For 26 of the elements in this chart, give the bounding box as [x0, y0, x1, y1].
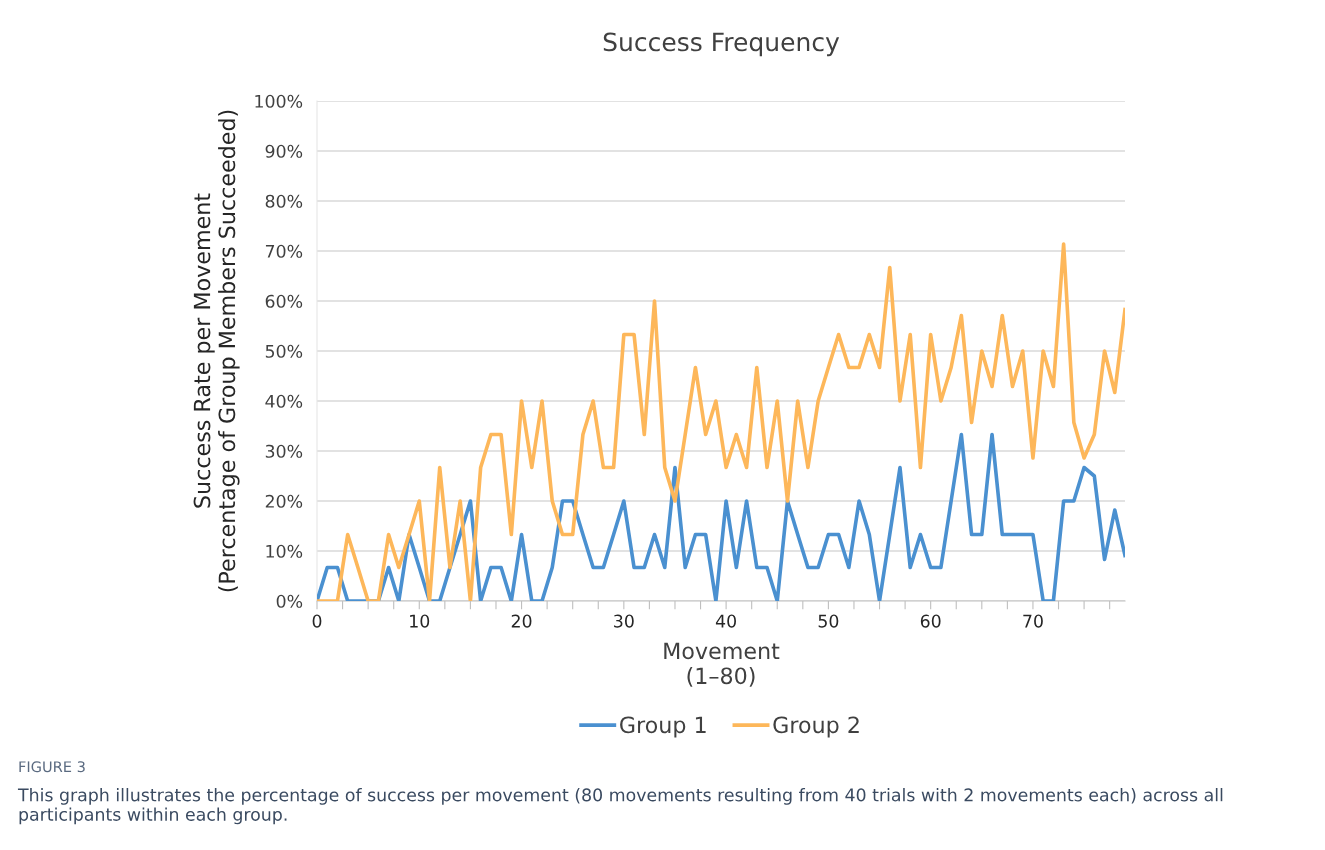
text: This graph illustrates the percentage of success per movement (80 movements resulting from 40 trials with 2 movements each) across all participants within each group. [17, 788, 1223, 825]
x-tick-label: 20 [511, 614, 532, 628]
legend-label: Group 1 [620, 716, 706, 738]
y-tick-label: 90% [265, 144, 303, 158]
y-tick-label: 30% [265, 444, 303, 458]
x-tick-label: 50 [818, 614, 839, 628]
y-tick-label: 80% [265, 194, 303, 208]
y-tick-label: 40% [265, 394, 303, 408]
legend-label: Group 2 [773, 716, 859, 738]
y-tick-label: 0% [276, 594, 303, 608]
chart-title: Success Frequency [603, 32, 840, 57]
x-tick-label: 0 [312, 614, 322, 628]
y-tick-label: 20% [265, 494, 303, 508]
y-tick-label: 60% [265, 294, 303, 308]
x-tick-label: 60 [920, 614, 941, 628]
x-tick-label: 10 [410, 614, 430, 628]
y-tick-label: 10% [266, 544, 303, 558]
y-axis-title: Success Rate per Movement (Percentage of Group Members Succeeded) [193, 110, 240, 592]
y-tick-label: 100% [255, 94, 303, 108]
caption: FIGURE 3 [19, 761, 85, 773]
x-tick-label: 40 [715, 614, 737, 628]
y-tick-label: 70% [265, 244, 303, 258]
x-tick-label: 30 [614, 614, 634, 628]
y-tick-label: 50% [265, 344, 303, 358]
x-axis-title: Movement (1–80) [664, 642, 780, 687]
x-tick-label: 70 [1023, 614, 1043, 628]
